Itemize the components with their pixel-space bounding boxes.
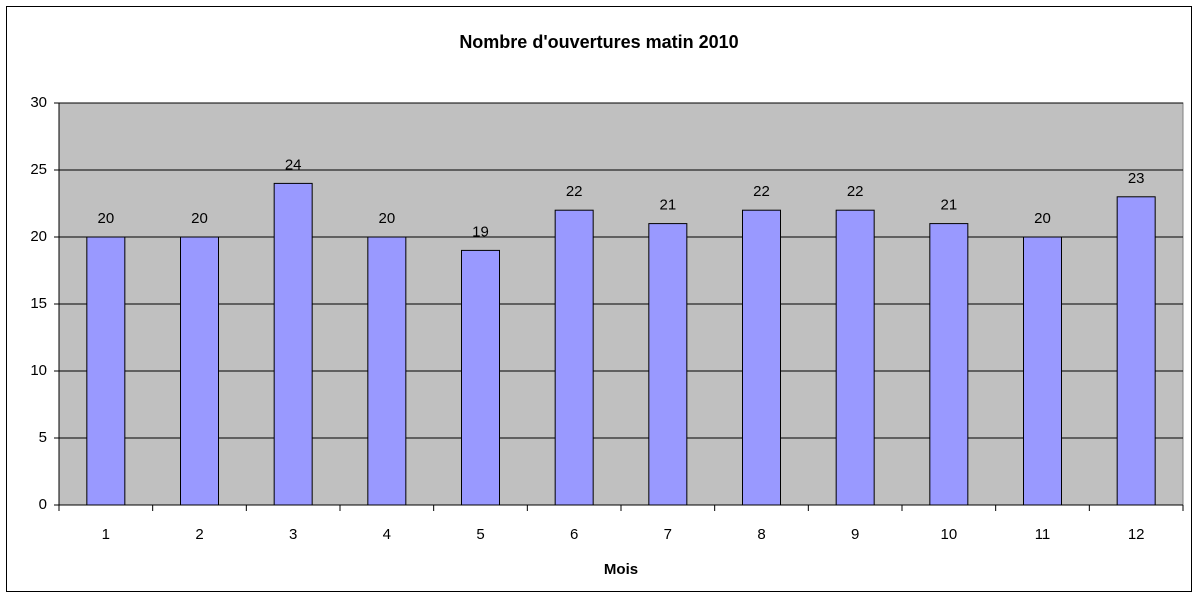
- bar: [1023, 236, 1062, 506]
- bar: [1116, 196, 1156, 506]
- data-label: 23: [1128, 170, 1145, 187]
- bar: [742, 209, 781, 506]
- bar: [367, 236, 407, 506]
- y-tick-label: 0: [39, 496, 47, 513]
- data-label: 20: [1034, 210, 1051, 227]
- bar: [554, 209, 594, 506]
- data-label: 24: [285, 156, 302, 173]
- data-label: 22: [847, 183, 864, 200]
- bar: [273, 182, 313, 506]
- data-label: 20: [97, 210, 114, 227]
- x-tick-label: 4: [383, 526, 391, 543]
- data-label: 20: [191, 210, 208, 227]
- x-tick-label: 6: [570, 526, 578, 543]
- data-label: 21: [659, 197, 676, 214]
- x-tick-label: 12: [1128, 526, 1145, 543]
- y-tick-label: 25: [30, 161, 47, 178]
- bar: [835, 209, 875, 506]
- x-tick-label: 9: [851, 526, 859, 543]
- x-tick-label: 11: [1035, 526, 1051, 543]
- y-tick-label: 15: [30, 295, 47, 312]
- chart-title: Nombre d'ouvertures matin 2010: [459, 32, 738, 52]
- data-label: 22: [566, 183, 583, 200]
- x-tick-label: 8: [757, 526, 765, 543]
- x-tick-label: 7: [664, 526, 672, 543]
- x-tick-label: 1: [102, 526, 110, 543]
- data-label: 19: [472, 223, 489, 240]
- bar: [461, 249, 500, 506]
- bar: [648, 223, 688, 506]
- bar: [86, 236, 126, 506]
- bar: [180, 236, 219, 506]
- x-tick-label: 2: [195, 526, 203, 543]
- y-tick-label: 20: [30, 228, 47, 245]
- x-tick-label: 10: [940, 526, 957, 543]
- data-label: 21: [940, 197, 957, 214]
- x-axis-label: Mois: [604, 561, 638, 578]
- bar: [929, 223, 969, 506]
- data-label: 22: [753, 183, 770, 200]
- y-tick-label: 30: [30, 94, 47, 111]
- data-label: 20: [378, 210, 395, 227]
- y-tick-label: 5: [39, 429, 47, 446]
- y-tick-label: 10: [30, 362, 47, 379]
- x-tick-label: 3: [289, 526, 297, 543]
- x-tick-label: 5: [476, 526, 484, 543]
